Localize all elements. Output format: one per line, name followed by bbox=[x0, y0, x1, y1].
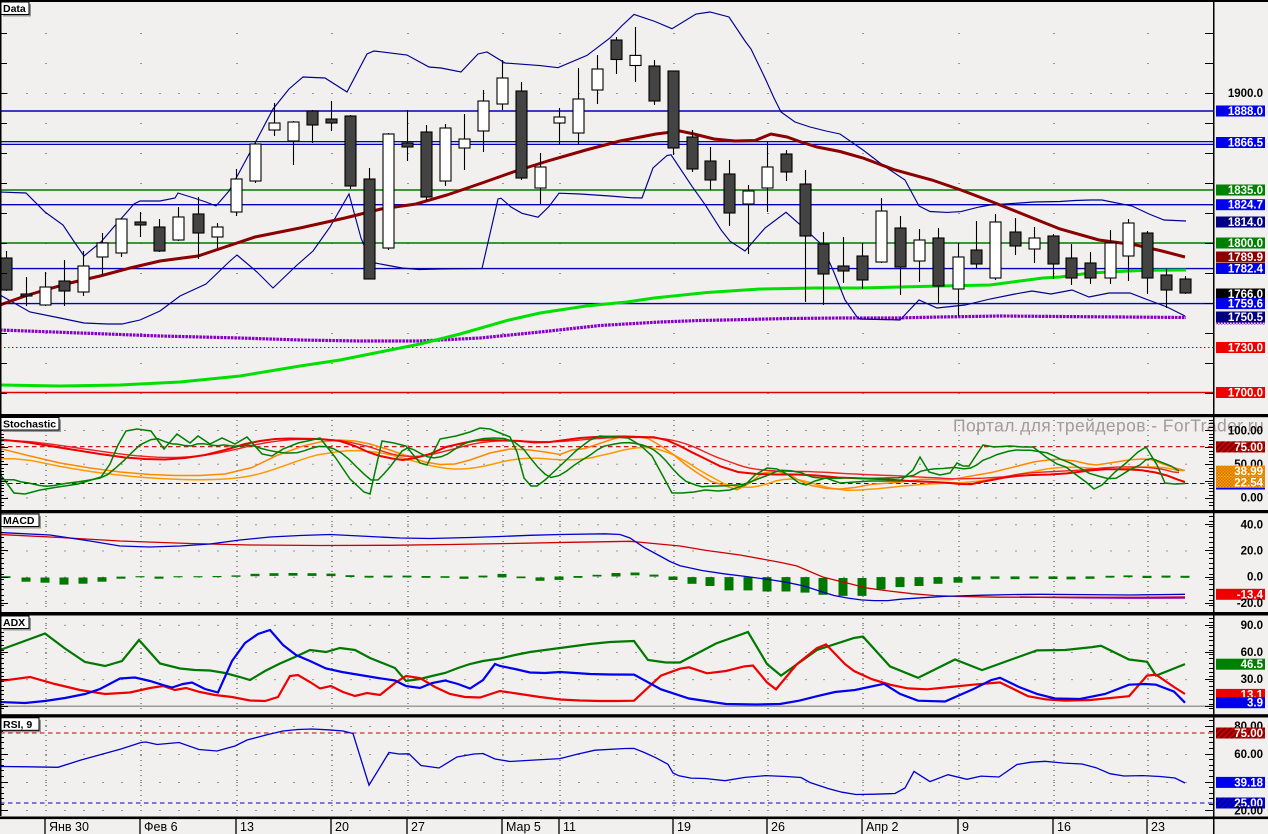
svg-text:16: 16 bbox=[1057, 820, 1071, 834]
svg-text:27: 27 bbox=[411, 820, 425, 834]
svg-text:1782.4: 1782.4 bbox=[1228, 264, 1264, 276]
svg-text:Мар 5: Мар 5 bbox=[506, 820, 541, 834]
svg-text:20.00: 20.00 bbox=[1234, 805, 1263, 817]
svg-text:-13.4: -13.4 bbox=[1237, 589, 1264, 601]
svg-text:1835.0: 1835.0 bbox=[1228, 185, 1263, 197]
svg-text:Фев 6: Фев 6 bbox=[144, 820, 178, 834]
svg-text:60.00: 60.00 bbox=[1234, 749, 1263, 761]
svg-text:Янв 30: Янв 30 bbox=[49, 820, 89, 834]
svg-text:46.5: 46.5 bbox=[1241, 659, 1264, 671]
svg-text:9: 9 bbox=[962, 820, 969, 834]
svg-text:RSI, 9: RSI, 9 bbox=[3, 719, 32, 731]
svg-text:23: 23 bbox=[1151, 820, 1165, 834]
svg-text:26: 26 bbox=[771, 820, 785, 834]
svg-text:75.00: 75.00 bbox=[1234, 442, 1263, 454]
svg-text:40.0: 40.0 bbox=[1241, 519, 1263, 531]
svg-text:20: 20 bbox=[335, 820, 349, 834]
svg-text:25.00: 25.00 bbox=[1234, 798, 1263, 810]
svg-text:Stochastic: Stochastic bbox=[3, 419, 56, 431]
svg-text:Апр 2: Апр 2 bbox=[866, 820, 899, 834]
svg-text:11: 11 bbox=[563, 820, 576, 834]
svg-text:90.0: 90.0 bbox=[1241, 620, 1263, 632]
svg-text:1759.6: 1759.6 bbox=[1228, 299, 1263, 311]
svg-text:1866.5: 1866.5 bbox=[1228, 138, 1264, 150]
svg-text:MACD: MACD bbox=[3, 515, 35, 527]
svg-text:1814.0: 1814.0 bbox=[1228, 217, 1263, 229]
svg-text:30.0: 30.0 bbox=[1241, 674, 1263, 686]
svg-text:1730.0: 1730.0 bbox=[1228, 343, 1263, 355]
svg-text:1900.0: 1900.0 bbox=[1228, 88, 1263, 100]
svg-text:75.00: 75.00 bbox=[1234, 728, 1263, 740]
svg-text:0.00: 0.00 bbox=[1241, 493, 1263, 505]
svg-text:1888.0: 1888.0 bbox=[1228, 106, 1263, 118]
svg-text:19: 19 bbox=[677, 820, 691, 834]
svg-text:60.0: 60.0 bbox=[1241, 647, 1263, 659]
svg-text:39.18: 39.18 bbox=[1234, 777, 1263, 789]
svg-text:ADX: ADX bbox=[3, 617, 25, 629]
svg-text:20.0: 20.0 bbox=[1241, 546, 1263, 558]
svg-text:38.99: 38.99 bbox=[1234, 466, 1263, 478]
svg-text:13: 13 bbox=[240, 820, 254, 834]
svg-text:3.9: 3.9 bbox=[1247, 698, 1263, 710]
svg-text:0.0: 0.0 bbox=[1247, 572, 1263, 584]
svg-text:1800.0: 1800.0 bbox=[1228, 238, 1263, 250]
svg-text:-20.0: -20.0 bbox=[1237, 598, 1263, 610]
svg-text:1700.0: 1700.0 bbox=[1228, 388, 1263, 400]
svg-text:1789.9: 1789.9 bbox=[1228, 252, 1263, 264]
svg-text:1766.0: 1766.0 bbox=[1228, 289, 1263, 301]
svg-text:100.00: 100.00 bbox=[1228, 426, 1263, 438]
svg-text:1824.7: 1824.7 bbox=[1228, 200, 1263, 212]
svg-text:Портал для трейдеров - ForTrad: Портал для трейдеров - ForTrader.ru bbox=[953, 416, 1264, 436]
svg-text:22.54: 22.54 bbox=[1234, 477, 1263, 489]
svg-text:Data: Data bbox=[3, 3, 26, 15]
svg-text:1750.5: 1750.5 bbox=[1228, 312, 1264, 324]
